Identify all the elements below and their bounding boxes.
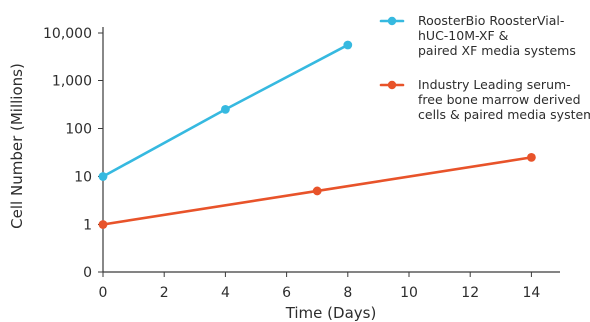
legend-label-line: hUC-10M-XF & [418, 28, 509, 43]
y-tick-label: 0 [83, 265, 92, 281]
series-point [221, 104, 230, 114]
series-point [527, 152, 536, 162]
y-tick-label: 100 [65, 122, 92, 138]
legend: RoosterBio RoosterVial-hUC-10M-XF &paire… [379, 13, 590, 122]
x-tick-label: 8 [343, 285, 352, 301]
series-point [312, 186, 322, 196]
legend-label-line: cells & paired media systems [418, 107, 590, 122]
axes-layer [102, 27, 560, 273]
legend-marker [387, 16, 397, 26]
y-tick-label: 1 [83, 218, 92, 234]
y-axis-title: Cell Number (Millions) [8, 63, 26, 229]
series-2 [98, 152, 536, 229]
x-tick-label: 2 [160, 285, 169, 301]
y-tick-label: 10,000 [43, 26, 92, 42]
y-tick-label: 1,000 [52, 74, 92, 90]
x-tick-label: 6 [282, 285, 291, 301]
x-axis-ticks: 0 2 4 6 8 10 12 14 [99, 272, 540, 301]
series-point [98, 172, 108, 181]
x-tick-label: 10 [400, 285, 418, 301]
x-tick-label: 0 [99, 285, 108, 301]
y-axis-ticks: 0 1 10 100 1,000 10,000 [43, 26, 103, 281]
legend-label-line: RoosterBio RoosterVial- [418, 13, 564, 28]
legend-label-line: Industry Leading serum- [418, 77, 571, 92]
x-axis-title: Time (Days) [285, 304, 377, 322]
legend-label-line: free bone marrow derived [418, 92, 581, 107]
x-tick-label: 12 [461, 285, 479, 301]
legend-label-line: paired XF media systems [418, 43, 576, 58]
series-layer [98, 40, 536, 229]
y-tick-label: 10 [74, 170, 92, 186]
legend-item-1: RoosterBio RoosterVial-hUC-10M-XF &paire… [379, 13, 576, 58]
series-point [98, 220, 108, 229]
series-1 [98, 40, 353, 181]
x-tick-label: 14 [522, 285, 540, 301]
legend-marker [387, 80, 397, 90]
legend-item-2: Industry Leading serum-free bone marrow … [379, 77, 590, 122]
series-point [343, 40, 353, 50]
x-tick-label: 4 [221, 285, 230, 301]
